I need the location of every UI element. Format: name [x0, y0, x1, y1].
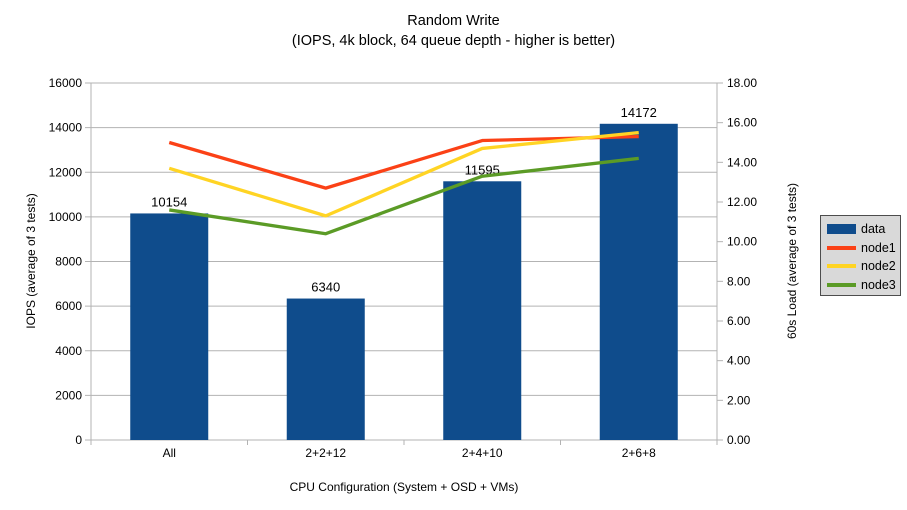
category-labels: All 2+2+12 2+4+10 2+6+8: [163, 446, 657, 460]
right-tick-label: 18.00: [727, 76, 757, 90]
bar-2+2+12: [286, 298, 365, 440]
left-tick-label: 12000: [49, 165, 83, 179]
left-axis-tick-labels: 0 2000 4000 6000 8000 10000 12000 14000 16000: [49, 76, 83, 447]
bar-2+6+8: [599, 123, 678, 441]
left-axis-title: IOPS (average of 3 tests): [24, 193, 38, 329]
tick-marks: [85, 82, 723, 445]
category-label-All: All: [163, 446, 176, 460]
left-tick-label: 2000: [55, 388, 82, 402]
bar-data-labels: 10154 6340 11595 14172: [151, 105, 657, 295]
bar-All: [130, 213, 209, 440]
right-tick-label: 12.00: [727, 195, 757, 209]
legend-label: node2: [861, 259, 896, 274]
left-tick-label: 8000: [55, 255, 82, 269]
right-tick-label: 6.00: [727, 314, 751, 328]
line-series: [168, 130, 639, 236]
right-tick-label: 4.00: [727, 354, 751, 368]
x-axis-title: CPU Configuration (System + OSD + VMs): [289, 480, 519, 494]
right-axis-title: 60s Load (average of 3 tests): [785, 182, 799, 340]
line-node3: [169, 156, 639, 236]
legend-swatch-node3: [827, 282, 856, 287]
bar-label-2+2+12: 6340: [311, 280, 340, 295]
legend-swatch-node2: [827, 264, 856, 269]
legend-label: data: [861, 222, 886, 237]
left-tick-label: 16000: [49, 76, 83, 90]
category-label-2+2+12: 2+2+12: [305, 446, 346, 460]
right-tick-label: 14.00: [727, 155, 757, 169]
chart-subtitle: (IOPS, 4k block, 64 queue depth - higher…: [291, 33, 616, 49]
left-tick-label: 10000: [49, 210, 83, 224]
right-tick-label: 0.00: [727, 433, 751, 447]
legend-label: node1: [861, 240, 896, 255]
bar-series-data: [130, 123, 678, 441]
chart-title: Random Write: [407, 13, 500, 29]
left-tick-label: 6000: [55, 299, 82, 313]
legend-item-node1: node1: [821, 239, 900, 258]
bar-2+4+10: [443, 181, 522, 440]
right-tick-label: 16.00: [727, 116, 757, 130]
bar-label-All: 10154: [151, 194, 187, 209]
bar-label-2+4+10: 11595: [465, 162, 500, 177]
legend-item-node3: node3: [821, 276, 900, 295]
category-label-2+6+8: 2+6+8: [622, 446, 656, 460]
bar-label-2+6+8: 14172: [621, 105, 657, 120]
category-label-2+4+10: 2+4+10: [462, 446, 503, 460]
line-node1: [168, 134, 639, 190]
legend: data node1 node2 node3: [820, 215, 901, 296]
left-tick-label: 4000: [55, 344, 82, 358]
legend-item-data: data: [821, 220, 900, 239]
line-node2: [168, 130, 639, 218]
left-tick-label: 14000: [49, 121, 83, 135]
legend-swatch-data: [827, 224, 856, 235]
right-tick-label: 10.00: [727, 235, 757, 249]
right-tick-label: 2.00: [727, 393, 751, 407]
right-axis-tick-labels: 0.00 2.00 4.00 6.00 8.00 10.00 12.00 14.00 16.00…: [727, 76, 757, 447]
right-tick-label: 8.00: [727, 274, 751, 288]
left-tick-label: 0: [75, 433, 82, 447]
legend-item-node2: node2: [821, 257, 900, 276]
legend-swatch-node1: [827, 245, 856, 250]
legend-label: node3: [861, 277, 896, 292]
